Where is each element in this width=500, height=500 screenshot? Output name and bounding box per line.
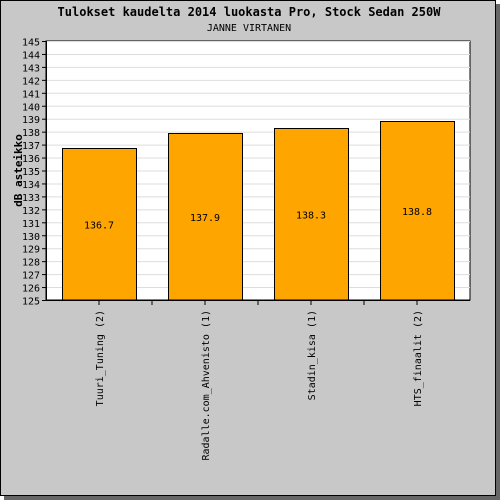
y-tick-label: 127: [22, 271, 40, 282]
axes: 125 126 127 128 129 130 131 132 133 134 135 136 137 1…: [22, 38, 470, 461]
x-category-label: Tuuri_Tuning (2): [95, 310, 106, 406]
x-category-label: Radalle.com_Ahvenisto (1): [201, 310, 212, 461]
y-tick-label: 128: [22, 258, 40, 269]
frame-shadow-right: [496, 4, 500, 500]
x-category-label: Stadin_kisa (1): [307, 310, 318, 400]
y-tick-label: 133: [22, 193, 40, 204]
y-tick-label: 145: [22, 38, 40, 49]
y-tick-label: 131: [22, 219, 40, 230]
y-tick-label: 132: [22, 206, 40, 217]
chart-title: Tulokset kaudelta 2014 luokasta Pro, Sto…: [57, 5, 441, 19]
y-tick-label: 125: [22, 297, 40, 308]
y-tick-label: 136: [22, 154, 40, 165]
bar-value-label: 136.7: [84, 220, 114, 231]
y-tick-label: 135: [22, 167, 40, 178]
bar: [168, 133, 243, 301]
frame-shadow-bottom: [4, 496, 500, 500]
bar-value-label: 137.9: [190, 213, 220, 224]
y-tick-label: 139: [22, 115, 40, 126]
bars: 136.7 137.9 138.3 138.8: [62, 121, 455, 301]
y-tick-label: 130: [22, 232, 40, 243]
y-tick-label: 144: [22, 50, 40, 61]
y-axis-label: dB asteikko: [12, 134, 25, 207]
bar-value-label: 138.8: [402, 207, 432, 218]
y-tick-label: 129: [22, 245, 40, 256]
y-tick-label: 140: [22, 102, 40, 113]
chart-subtitle: JANNE VIRTANEN: [206, 23, 292, 34]
y-tick-label: 126: [22, 284, 40, 295]
x-category-label: HTS_finaalit (2): [413, 310, 424, 406]
bar-value-label: 138.3: [296, 210, 326, 221]
y-tick-label: 137: [22, 141, 40, 152]
y-tick-label: 134: [22, 180, 40, 191]
y-tick-label: 143: [22, 63, 40, 74]
bar: [274, 128, 349, 301]
y-tick-label: 142: [22, 76, 40, 87]
y-tick-label: 138: [22, 128, 40, 139]
y-tick-label: 141: [22, 89, 40, 100]
